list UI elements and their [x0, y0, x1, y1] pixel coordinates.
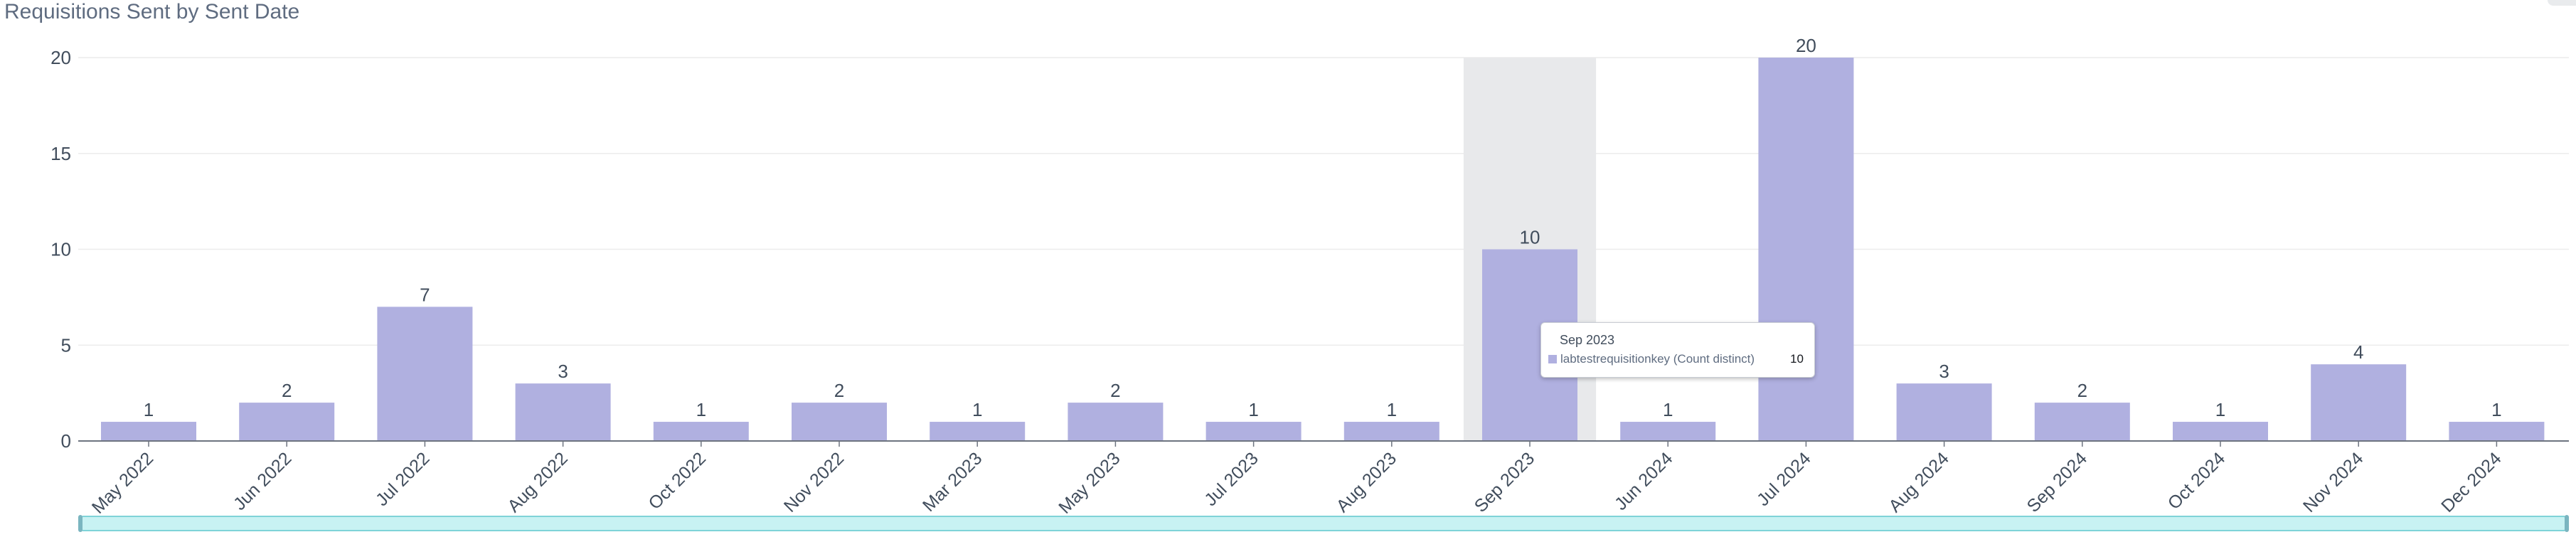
bar [930, 422, 1026, 441]
tooltip-title: Sep 2023 [1560, 333, 1615, 347]
bar [1205, 422, 1302, 441]
y-tick-label: 20 [50, 47, 71, 68]
bar-value-label: 1 [2215, 399, 2225, 420]
tooltip-series-swatch [1548, 355, 1557, 363]
axis-layer: 0 5 10 15 20 May 2022 Jun 2022 Jul 2022 Aug 2022… [50, 47, 2569, 518]
x-tick-label: Nov 2024 [2299, 448, 2368, 516]
bar-value-label: 1 [1248, 399, 1258, 420]
bar-value-label: 1 [144, 399, 154, 420]
x-tick-label: Jul 2024 [1753, 448, 1815, 510]
x-tick-label: Jul 2022 [372, 448, 434, 510]
x-tick-label: Jun 2024 [1611, 448, 1677, 514]
y-tick-label: 0 [61, 430, 71, 452]
bar [1896, 383, 1992, 441]
bar [792, 403, 887, 441]
x-tick-label: Nov 2022 [780, 448, 848, 516]
bar-value-label: 10 [1520, 227, 1540, 248]
bar [653, 422, 749, 441]
bar-value-label: 1 [1387, 399, 1397, 420]
y-tick-label: 10 [50, 239, 71, 260]
x-tick-label: May 2023 [1055, 448, 1124, 517]
bar [1758, 58, 1854, 441]
x-tick-label: Aug 2023 [1333, 448, 1400, 516]
bar [1068, 403, 1164, 441]
bar-value-label: 1 [972, 399, 982, 420]
x-tick-label: Oct 2024 [2164, 448, 2230, 514]
bar [1343, 422, 1439, 441]
scrollbar-handle-left[interactable] [78, 515, 83, 532]
tooltip: Sep 2023 labtestrequisitionkey (Count di… [1540, 322, 1815, 378]
panel-corner [2548, 0, 2576, 6]
bar-value-label: 1 [696, 399, 706, 420]
bar [2173, 422, 2268, 441]
x-tick-label: Jul 2023 [1201, 448, 1262, 510]
bar-value-label: 20 [1796, 35, 1816, 56]
x-tick-label: Aug 2022 [504, 448, 571, 516]
tooltip-series-label: labtestrequisitionkey (Count distinct) [1560, 352, 1755, 366]
bar [2311, 364, 2407, 441]
bar-value-label: 3 [558, 361, 568, 382]
x-tick-label: May 2022 [88, 448, 157, 517]
bar-value-label: 2 [2077, 380, 2087, 401]
bar-value-label: 4 [2353, 341, 2363, 363]
scrollbar-handle-right[interactable] [2565, 515, 2569, 532]
x-tick-label: Aug 2024 [1885, 448, 1953, 516]
x-tick-label: Mar 2023 [919, 448, 986, 515]
grid-layer [78, 57, 2569, 346]
bar [239, 403, 335, 441]
x-tick-label: Sep 2023 [1471, 448, 1538, 516]
bar-value-label: 3 [1939, 361, 1949, 382]
bar-value-label: 2 [1110, 380, 1120, 401]
chart-title: Requisitions Sent by Sent Date [4, 0, 300, 23]
bar [515, 383, 611, 441]
bar-value-label: 7 [420, 284, 430, 305]
bar [2449, 422, 2545, 441]
x-tick-label: Oct 2022 [645, 448, 710, 514]
bar [101, 422, 196, 441]
bar-value-label: 2 [282, 380, 292, 401]
y-tick-label: 15 [50, 143, 71, 164]
scrollbar-layer [78, 515, 2569, 532]
tooltip-value: 10 [1790, 352, 1804, 366]
y-tick-label: 5 [61, 334, 71, 356]
bar-value-label: 1 [2491, 399, 2501, 420]
range-scrollbar[interactable] [80, 516, 2567, 531]
bar-layer: 1 2 7 3 1 2 1 2 1 1 10 1 20 3 2 1 4 1 [101, 35, 2545, 441]
x-tick-label: Dec 2024 [2437, 448, 2506, 516]
bar [2034, 403, 2130, 441]
bar [1620, 422, 1716, 441]
bar-value-label: 1 [1663, 399, 1673, 420]
bar-value-label: 2 [834, 380, 844, 401]
x-tick-label: Sep 2024 [2023, 448, 2092, 516]
x-tick-label: Jun 2022 [230, 448, 296, 514]
bar [377, 307, 473, 441]
